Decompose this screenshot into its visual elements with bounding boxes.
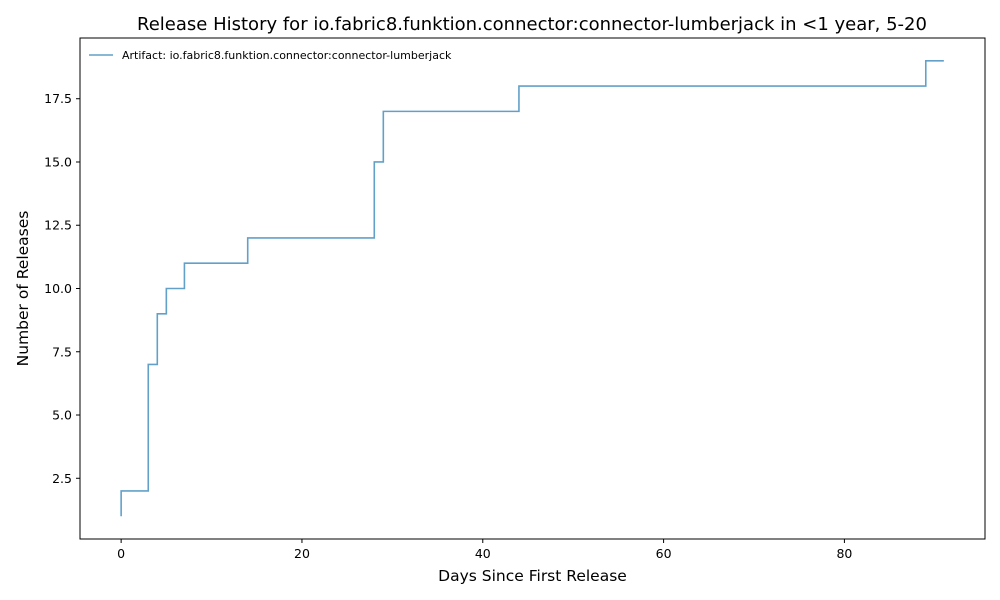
y-tick-label: 12.5	[44, 218, 72, 233]
x-tick-label: 40	[475, 546, 491, 561]
y-axis-label: Number of Releases	[14, 211, 32, 367]
legend-label: Artifact: io.fabric8.funktion.connector:…	[122, 49, 452, 62]
chart-title: Release History for io.fabric8.funktion.…	[137, 14, 927, 35]
plot-frame	[79, 37, 986, 540]
y-tick-label: 15.0	[44, 154, 72, 169]
series-line-0	[120, 59, 944, 517]
legend: Artifact: io.fabric8.funktion.connector:…	[89, 49, 452, 62]
y-tick-label: 17.5	[44, 91, 72, 106]
y-tick-label: 2.5	[52, 471, 72, 486]
x-tick-label: 80	[836, 546, 852, 561]
y-tick-label: 10.0	[44, 281, 72, 296]
x-tick-label: 60	[656, 546, 672, 561]
y-tick-label: 7.5	[52, 344, 72, 359]
y-tick-label: 5.0	[52, 408, 72, 423]
x-axis-label: Days Since First Release	[438, 567, 627, 585]
x-tick-label: 20	[294, 546, 310, 561]
x-tick-label: 0	[117, 546, 125, 561]
